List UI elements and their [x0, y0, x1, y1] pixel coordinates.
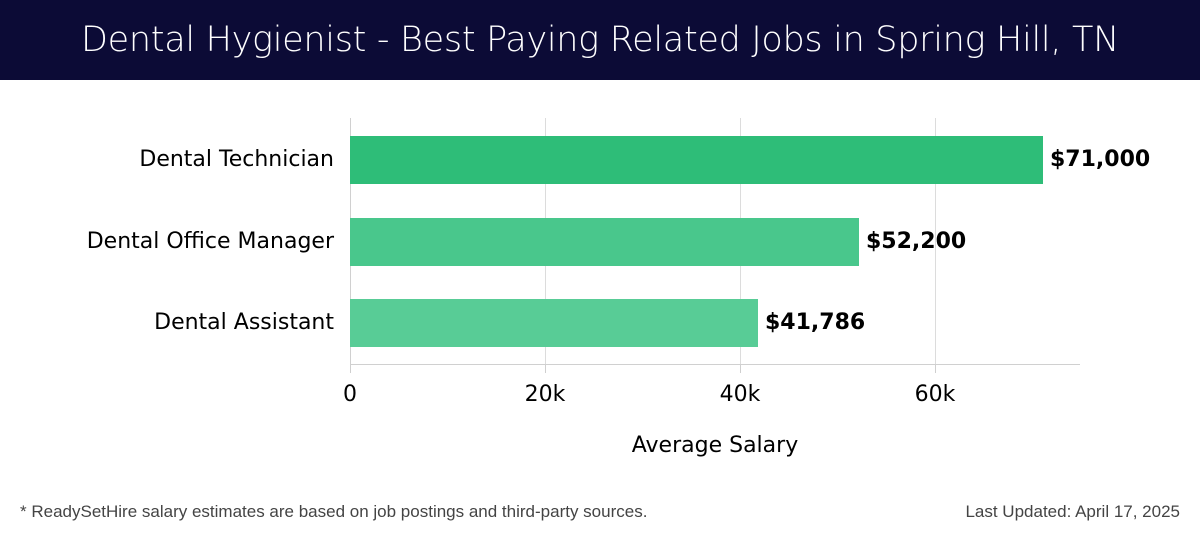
category-label-dental-assistant: Dental Assistant — [154, 310, 334, 335]
x-tick-label-40k: 40k — [719, 382, 761, 407]
category-label-dental-technician: Dental Technician — [139, 147, 334, 172]
chart-header: Dental Hygienist - Best Paying Related J… — [0, 0, 1200, 80]
plot-area: $71,000 $52,200 $41,786 — [350, 118, 1150, 373]
bar-value-dental-office-manager: $52,200 — [866, 229, 967, 254]
x-axis-title: Average Salary — [631, 433, 799, 458]
x-tick-20k — [545, 365, 546, 373]
x-tick-60k — [935, 365, 936, 373]
x-tick-label-0: 0 — [343, 382, 357, 407]
last-updated: Last Updated: April 17, 2025 — [965, 502, 1180, 521]
x-tick-40k — [740, 365, 741, 373]
bar-value-dental-assistant: $41,786 — [765, 310, 866, 335]
x-tick-label-60k: 60k — [914, 382, 956, 407]
gridline-60k — [935, 118, 936, 365]
category-label-dental-office-manager: Dental Office Manager — [86, 229, 334, 254]
bar-value-dental-technician: $71,000 — [1050, 147, 1151, 172]
chart-title: Dental Hygienist - Best Paying Related J… — [81, 20, 1119, 60]
bar-dental-assistant[interactable] — [350, 299, 758, 347]
x-tick-0 — [350, 365, 351, 373]
x-tick-label-20k: 20k — [524, 382, 566, 407]
x-axis-line — [350, 364, 1080, 365]
footnote: * ReadySetHire salary estimates are base… — [20, 502, 648, 521]
bar-dental-office-manager[interactable] — [350, 218, 859, 266]
bar-dental-technician[interactable] — [350, 136, 1043, 184]
